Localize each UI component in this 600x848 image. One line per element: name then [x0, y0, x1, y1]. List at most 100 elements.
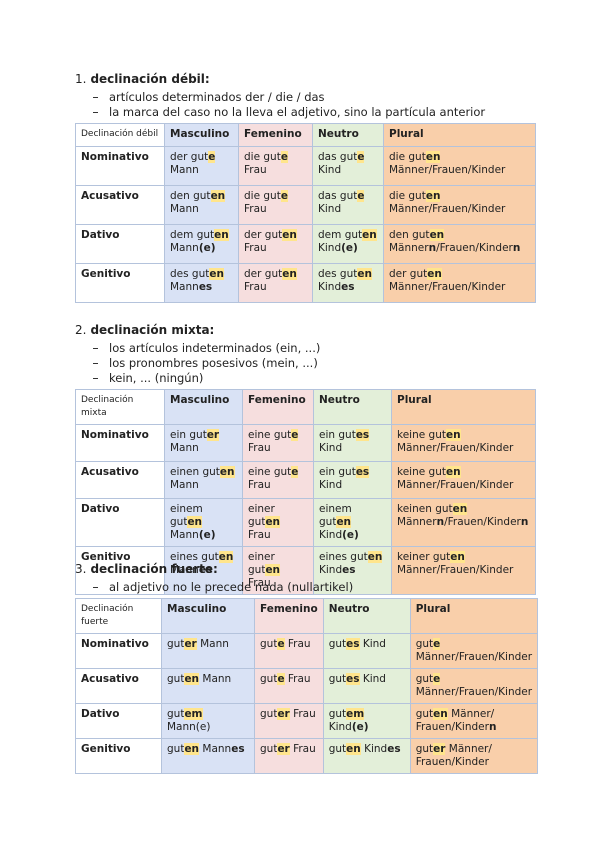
cell-line: das gute	[318, 151, 378, 164]
cell-line: guter Frau	[260, 708, 318, 721]
text-segment: des gut	[318, 268, 358, 280]
bold-segment: n	[520, 516, 529, 528]
ending-highlight: em	[184, 708, 203, 720]
ending-highlight: e	[277, 673, 285, 685]
form-cell: dem guten Mann(e)	[164, 224, 239, 264]
cell-line: die gute	[244, 190, 307, 203]
column-header: Plural	[391, 389, 536, 425]
heading-title: declinación mixta:	[90, 323, 215, 337]
ending-highlight: en	[346, 743, 361, 755]
table-row: Nominativo der gute Mann die gute Frau das gu…	[75, 146, 536, 186]
column-header: Femenino	[238, 123, 313, 147]
cell-line: Mannes	[170, 281, 233, 294]
cell-line: Mann(e)	[170, 529, 237, 542]
text-segment: Kind	[318, 203, 342, 215]
text-segment: Mann	[199, 673, 232, 685]
cell-line: die guten	[389, 151, 530, 164]
form-cell: der guten Männer/Frauen/Kinder	[383, 263, 536, 303]
cell-line: Kindes	[319, 564, 386, 577]
form-cell: guter Frau	[254, 703, 324, 739]
form-cell: guten Mann	[161, 668, 255, 704]
text-segment: des gut	[170, 268, 210, 280]
cell-line: Kind	[319, 442, 386, 455]
ending-highlight: en	[427, 268, 442, 280]
text-segment: Frauen/Kinder	[415, 721, 489, 733]
cell-line: Mann(e)	[170, 242, 233, 255]
case-cell: Genitivo	[75, 263, 165, 303]
text-segment: Männer/Frauen/Kinder	[397, 479, 514, 491]
cell-line: Männern/Frauen/Kindern	[397, 516, 530, 529]
cell-line: Männer/Frauen/Kinder	[416, 686, 532, 699]
text-segment: gut	[415, 743, 434, 755]
form-cell: gutem Mann(e)	[161, 703, 255, 739]
cell-line: der guten	[244, 229, 307, 242]
cell-line: eines guten	[319, 551, 386, 564]
case-cell: Acusativo	[75, 461, 165, 499]
text-segment: einer gut	[248, 551, 275, 576]
text-segment: das gut	[318, 151, 358, 163]
text-segment: gut	[167, 743, 185, 755]
table-row: Nominativo guter Mann gute Frau gutes Kind g…	[75, 633, 539, 669]
cell-line: Männer/Frauen/Kinder	[389, 203, 530, 216]
ending-highlight: es	[355, 429, 370, 441]
bold-segment: es	[342, 564, 356, 576]
cell-line: dem guten	[170, 229, 233, 242]
ending-highlight: en	[429, 229, 445, 241]
bullet-dash	[93, 363, 98, 364]
cell-line: keine guten	[397, 429, 530, 442]
text-segment: gut	[167, 638, 185, 650]
cell-line: Kind	[318, 203, 378, 216]
text-segment: Kind	[359, 638, 386, 650]
bullet-item: los pronombres posesivos (mein, ...)	[75, 356, 536, 371]
cell-line: ein gutes	[319, 429, 386, 442]
ending-highlight: e	[280, 151, 288, 163]
text-segment: Frau	[248, 577, 271, 589]
text-segment: Männer/Frauen/Kinder	[415, 651, 533, 663]
text-segment: Frau	[244, 203, 267, 215]
text-segment: gut	[328, 673, 347, 685]
text-segment: Frau	[244, 281, 267, 293]
bullet-dash	[93, 348, 98, 349]
ending-highlight: er	[277, 708, 290, 720]
form-cell: gute Männer/Frauen/Kinder	[409, 633, 539, 669]
form-cell: des guten Kindes	[312, 263, 384, 303]
text-segment: gut	[260, 673, 278, 685]
text-segment: dem gut	[318, 229, 363, 241]
form-cell: den guten Mann	[164, 185, 239, 225]
cell-line: einem guten	[170, 503, 237, 529]
section: 1. declinación débil: artículos determinad…	[75, 72, 536, 303]
ending-highlight: e	[291, 466, 299, 478]
text-segment: Männer/Frauen/Kinder	[389, 164, 506, 176]
text-segment: Frau	[248, 529, 271, 541]
cell-line: guten Kindes	[329, 743, 405, 756]
bold-segment: es	[231, 743, 245, 755]
cell-line: guten Mannes	[167, 743, 249, 756]
bold-segment: (e)	[198, 242, 216, 254]
bullet-text: artículos determinados der / die / das	[109, 90, 325, 104]
form-cell: ein gutes Kind	[313, 461, 392, 499]
form-cell: des guten Mannes	[164, 263, 239, 303]
text-segment: Kind	[319, 442, 343, 454]
text-segment: die gut	[389, 151, 426, 163]
text-segment: keiner gut	[397, 551, 451, 563]
cell-line: gutem Mann(e)	[167, 708, 249, 734]
form-cell: gute Frau	[254, 633, 324, 669]
table-row: Dativo gutem Mann(e) guter Frau gutem Kind(…	[75, 703, 539, 739]
bullet-text: la marca del caso no la lleva el adjetiv…	[109, 105, 486, 119]
cell-line: guter Mann	[167, 638, 249, 651]
form-cell: keine guten Männer/Frauen/Kinder	[391, 461, 536, 499]
cell-line: eine gute	[248, 466, 308, 479]
text-segment: eine gut	[248, 466, 292, 478]
heading-number: 2.	[75, 323, 87, 337]
text-segment: Frau	[289, 708, 316, 720]
cell-line: Frau	[248, 529, 308, 542]
cell-line: einem guten	[319, 503, 386, 529]
text-segment: Männer	[397, 516, 437, 528]
case-cell: Nominativo	[75, 424, 165, 462]
text-segment: Kind	[319, 564, 343, 576]
form-cell: guten Mannes	[161, 738, 255, 774]
text-segment: keine gut	[397, 466, 446, 478]
heading-number: 1.	[75, 72, 87, 86]
text-segment: Kind	[319, 479, 343, 491]
bold-segment: (e)	[342, 529, 359, 541]
